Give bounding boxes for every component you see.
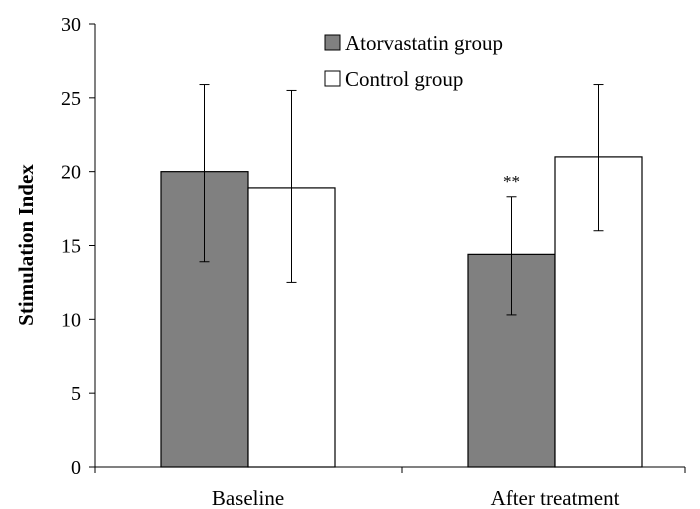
legend-swatch-1	[324, 70, 341, 87]
y-tick-label-4: 20	[61, 162, 81, 184]
y-tick-label-6: 30	[61, 14, 81, 36]
significance-annotation-0: **	[503, 172, 520, 191]
y-axis-title: Stimulation Index	[14, 164, 38, 326]
y-tick-label-2: 10	[61, 309, 81, 331]
y-tick-label-5: 25	[61, 88, 81, 110]
y-tick-label-1: 5	[71, 383, 81, 405]
legend-swatch-0	[324, 34, 341, 51]
y-tick-label-0: 0	[71, 457, 81, 479]
y-tick-label-3: 15	[61, 236, 81, 258]
x-category-label-1: After treatment	[491, 486, 620, 509]
legend-label-0: Atorvastatin group	[345, 31, 503, 55]
x-category-label-0: Baseline	[212, 486, 284, 509]
legend-label-1: Control group	[345, 67, 463, 91]
